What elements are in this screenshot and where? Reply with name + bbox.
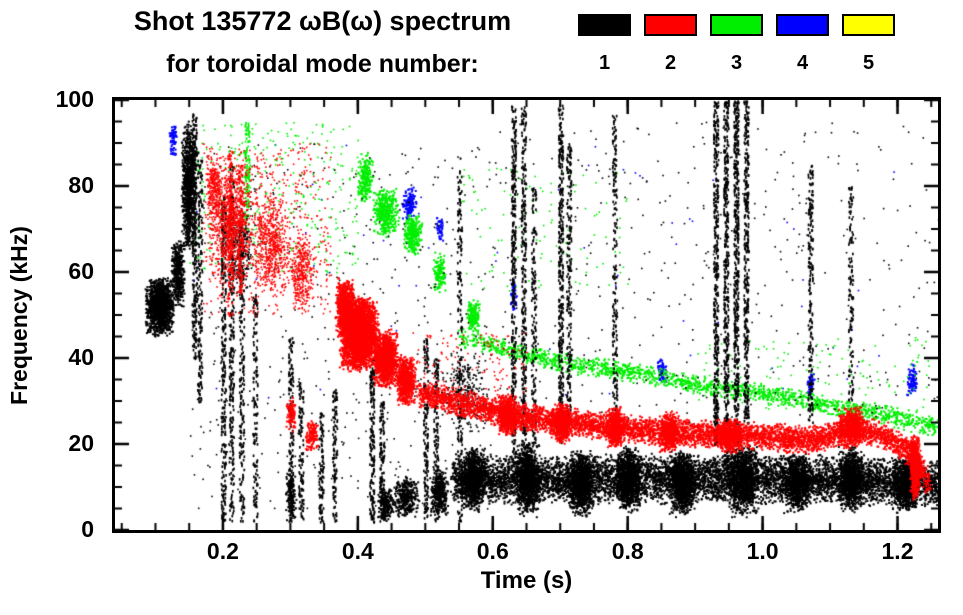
x-tick-label: 0.4 [341,538,374,564]
y-tick-label: 100 [55,86,94,112]
chart-title: Shot 135772 ωB(ω) spectrum [133,6,512,36]
chart-subtitle: for toroidal mode number: [166,50,479,78]
legend-label-mode-2: 2 [664,52,677,74]
x-tick-label: 0.8 [611,538,644,564]
legend-swatch-mode-2 [644,14,697,36]
y-tick-label: 80 [68,172,94,198]
legend-swatch-mode-4 [776,14,829,36]
x-tick-label: 1.2 [881,538,914,564]
y-tick-label: 40 [68,344,94,370]
legend-label-mode-5: 5 [862,52,875,74]
x-axis-title: Time (s) [480,567,573,594]
legend-label-mode-4: 4 [796,52,809,74]
x-tick-label: 1.0 [746,538,779,564]
legend-label-mode-1: 1 [598,52,611,74]
x-tick-label: 0.2 [206,538,239,564]
x-tick-label: 0.6 [476,538,509,564]
x-axis-labels: 0.2 0.4 0.6 0.8 1.0 1.2 [112,538,941,566]
legend-swatch-mode-3 [710,14,763,36]
y-tick-label: 20 [68,430,94,456]
y-axis-labels: 0 20 40 60 80 100 [0,86,104,542]
legend [578,14,895,36]
legend-swatch-mode-1 [578,14,631,36]
legend-labels: 1 2 3 4 5 [578,52,895,75]
y-tick-label: 0 [81,516,94,542]
legend-swatch-mode-5 [842,14,895,36]
legend-label-mode-3: 3 [730,52,743,74]
y-tick-label: 60 [68,258,94,284]
plot-canvas [115,100,938,530]
plot-area [112,97,941,533]
